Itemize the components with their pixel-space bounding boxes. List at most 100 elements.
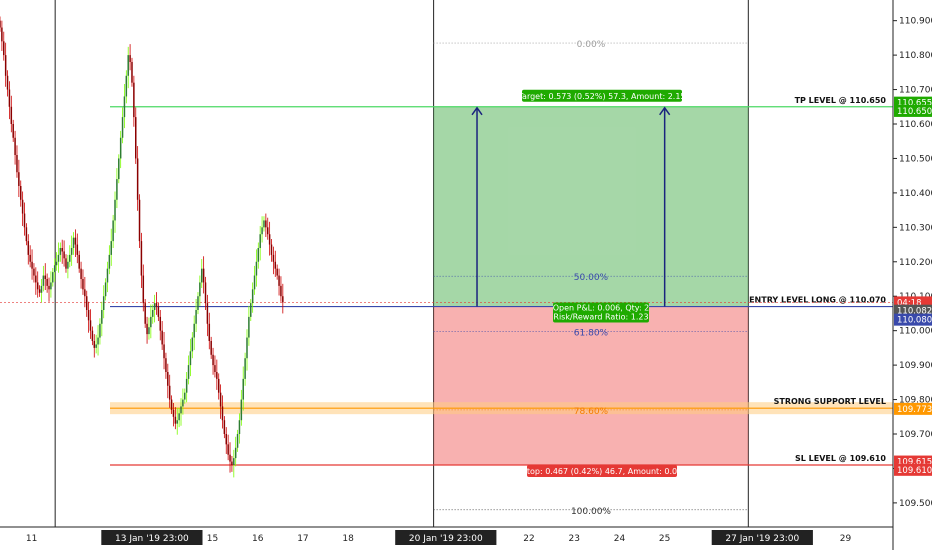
time-label-highlight: 27 Jan '19 23:00 [725,534,799,544]
candle-body [240,399,243,421]
price-tick-label: 110.600 [899,120,932,130]
target-label: Target: 0.573 (0.52%) 57.3, Amount: 2.15 [517,92,685,101]
candle-body [119,137,122,159]
position-box-layer[interactable] [433,106,749,465]
time-tick-label: 25 [659,534,670,544]
candle-body [216,372,218,379]
candle-body [185,378,188,393]
time-axis[interactable]: 11 13 Jan '19 23:00 15 16 17 18 20 Jan '19 23:… [0,526,893,545]
price-tag: 110.655 [897,99,932,109]
candle-body [199,282,201,297]
time-label-highlight: 13 Jan '19 23:00 [115,534,189,544]
candle-body [217,378,220,393]
candle-body [242,378,244,400]
candle-body [85,296,88,310]
candle-body [155,303,158,307]
candle-body [38,289,41,293]
candle-body [6,75,9,90]
time-label-highlight: 20 Jan '19 23:00 [409,534,483,544]
candle-body [125,75,128,97]
candle-body [227,444,229,455]
price-axis[interactable]: 110.900 110.800 110.700 110.600 110.500 110.4… [892,0,932,550]
pnl-box [553,302,649,323]
candles-layer [0,16,284,478]
candle-body [118,158,120,180]
target-arrow-head [659,106,671,116]
candle-body [36,282,39,290]
candle-body [248,316,250,338]
candle-body [229,454,231,462]
candle-body [25,227,28,242]
candle-body [146,323,148,335]
time-tick-label: 23 [569,534,580,544]
candle-body [19,186,22,200]
price-tick-label: 110.000 [899,327,932,337]
candle-body [69,254,71,262]
candle-body [276,268,278,276]
price-tick-label: 110.800 [899,51,932,61]
candle-body [65,258,67,269]
candle-body [219,392,222,407]
candle-body [221,406,224,421]
price-tick-label: 109.800 [899,396,932,406]
time-tick-label: 29 [840,534,852,544]
price-tag: 110.082 [897,307,932,317]
candle-body [106,268,109,283]
candle-body [133,82,135,118]
candle-body [31,261,33,269]
candle-body [168,385,171,400]
price-tag-box [894,104,932,117]
candle-body [210,341,212,355]
candle-body [136,158,139,200]
candle-body [157,306,160,317]
candle-body [270,244,273,255]
candle-body [182,399,184,407]
candle-body [261,227,263,235]
candle-body [259,234,261,248]
candle-body [212,354,214,366]
candle-body [61,248,63,252]
candle-body [150,316,152,328]
candle-body [255,261,258,276]
candle-body [27,241,30,255]
time-tick-label: 11 [26,534,37,544]
loss-zone [433,306,749,465]
time-label-box [101,530,203,545]
candle-body [50,282,52,290]
level-label-sl: SL LEVEL @ 109.610 [795,454,886,463]
open-pnl-label: Open P&L: 0.006, Qty: 2 [553,304,650,313]
candle-body [87,310,90,321]
candle-body [187,365,190,379]
risk-reward-label: Risk/Reward Ratio: 1.23 [553,313,648,322]
candle-body [278,275,280,286]
stop-label: Stop: 0.467 (0.42%) 46.7, Amount: 0.07 [522,467,682,476]
fib-label: 61.80% [574,328,609,338]
price-tick-label: 110.500 [899,154,932,164]
candle-body [193,323,195,338]
candle-body [67,261,69,269]
candle-body [33,268,35,276]
candle-body [53,265,56,273]
time-label-box [395,530,497,545]
candle-body [23,213,26,228]
candle-body [138,199,141,242]
price-tag: 109.615 [897,458,932,468]
time-tick-label: 16 [252,534,264,544]
candle-body [112,220,114,242]
candle-body [197,296,199,310]
arrows-layer [471,106,671,307]
candle-body [46,279,48,286]
candle-body [97,337,99,345]
candle-body [140,241,143,276]
candle-body [189,351,192,366]
fib-label: 78.60% [574,407,609,417]
candle-body [234,447,237,459]
candle-body [16,155,18,173]
candle-body [42,275,45,286]
candle-body [102,296,105,310]
candle-body [176,420,178,424]
candle-body [91,330,94,341]
candle-body [95,344,97,348]
candle-body [108,254,111,269]
